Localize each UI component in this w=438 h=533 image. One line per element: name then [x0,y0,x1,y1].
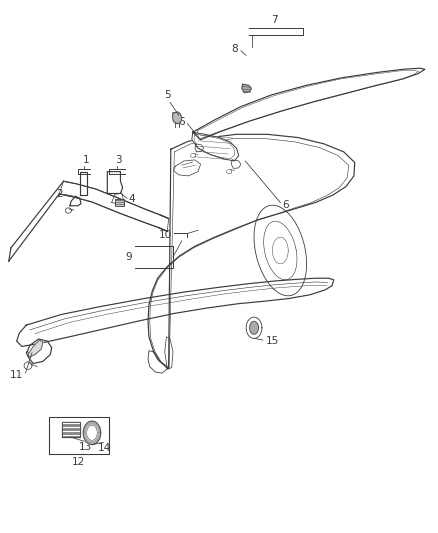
Text: 3: 3 [115,155,122,165]
Polygon shape [28,340,43,357]
Text: 7: 7 [271,14,278,25]
Text: 2: 2 [56,189,63,199]
Polygon shape [250,321,258,334]
Bar [115,199,124,206]
Text: 8: 8 [232,44,238,54]
Polygon shape [192,132,239,161]
Polygon shape [17,278,334,346]
Text: 5: 5 [164,90,171,100]
Text: 6: 6 [178,117,185,126]
Text: 1: 1 [83,155,90,165]
Text: 10: 10 [159,230,172,239]
Polygon shape [87,425,97,440]
Text: 14: 14 [98,443,111,454]
Polygon shape [83,421,101,445]
Text: 13: 13 [78,442,92,453]
Text: 12: 12 [71,457,85,467]
Text: 6: 6 [283,200,289,209]
Polygon shape [62,422,80,437]
Text: 4: 4 [128,195,135,204]
Text: 11: 11 [10,370,23,379]
Polygon shape [173,112,182,124]
Polygon shape [193,68,425,140]
Polygon shape [148,351,167,373]
Text: 9: 9 [126,252,132,262]
Text: 15: 15 [265,336,279,346]
Polygon shape [148,134,355,369]
Polygon shape [242,84,251,93]
